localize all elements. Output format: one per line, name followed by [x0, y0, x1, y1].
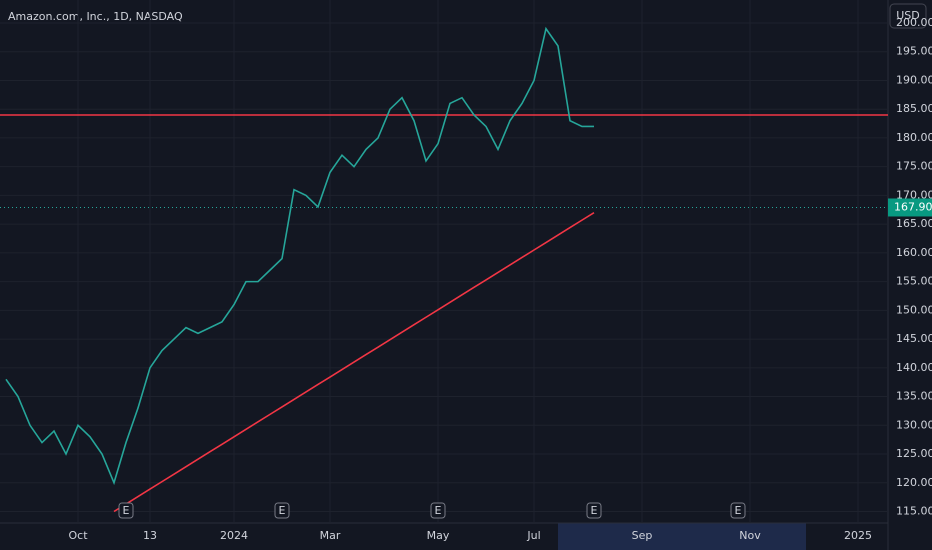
earnings-label: E: [735, 504, 742, 517]
y-tick-label: 160.00: [896, 246, 932, 259]
y-tick-label: 190.00: [896, 73, 932, 86]
earnings-label: E: [123, 504, 130, 517]
currency-label[interactable]: USD: [896, 9, 920, 22]
earnings-marker: [730, 502, 746, 519]
x-tick-label: Nov: [739, 529, 761, 542]
y-tick-label: 180.00: [896, 131, 932, 144]
y-tick-label: 135.00: [896, 390, 932, 403]
y-tick-label: 125.00: [896, 447, 932, 460]
y-tick-label: 200.00: [896, 16, 932, 29]
x-tick-label: 2025: [844, 529, 872, 542]
y-tick-label: 185.00: [896, 102, 932, 115]
x-tick-label: Jul: [526, 529, 540, 542]
x-tick-label: May: [427, 529, 450, 542]
y-tick-label: 140.00: [896, 361, 932, 374]
y-tick-label: 155.00: [896, 275, 932, 288]
earnings-marker: [430, 502, 446, 519]
last-price-label: 167.90: [894, 200, 932, 213]
y-tick-label: 175.00: [896, 160, 932, 173]
y-tick-label: 145.00: [896, 332, 932, 345]
x-tick-label: Oct: [68, 529, 88, 542]
y-tick-label: 120.00: [896, 476, 932, 489]
x-tick-label: 13: [143, 529, 157, 542]
series-line: [113, 211, 595, 513]
time-range-highlight: [558, 523, 806, 550]
y-tick-label: 165.00: [896, 217, 932, 230]
earnings-label: E: [435, 504, 442, 517]
x-tick-label: 2024: [220, 529, 248, 542]
currency-button[interactable]: [889, 3, 927, 29]
earnings-marker: [586, 502, 602, 519]
earnings-marker: [274, 502, 290, 519]
y-tick-label: 150.00: [896, 303, 932, 316]
y-tick-label: 115.00: [896, 505, 932, 518]
chart-title: Amazon.com, Inc., 1D, NASDAQ: [8, 10, 183, 23]
last-price-badge: [888, 198, 932, 217]
x-tick-label: Sep: [632, 529, 653, 542]
series-line: [5, 26, 594, 486]
earnings-label: E: [591, 504, 598, 517]
y-tick-label: 195.00: [896, 45, 932, 58]
y-tick-label: 130.00: [896, 418, 932, 431]
x-tick-label: Mar: [320, 529, 341, 542]
earnings-marker: [118, 502, 134, 519]
earnings-label: E: [279, 504, 286, 517]
y-tick-label: 170.00: [896, 188, 932, 201]
